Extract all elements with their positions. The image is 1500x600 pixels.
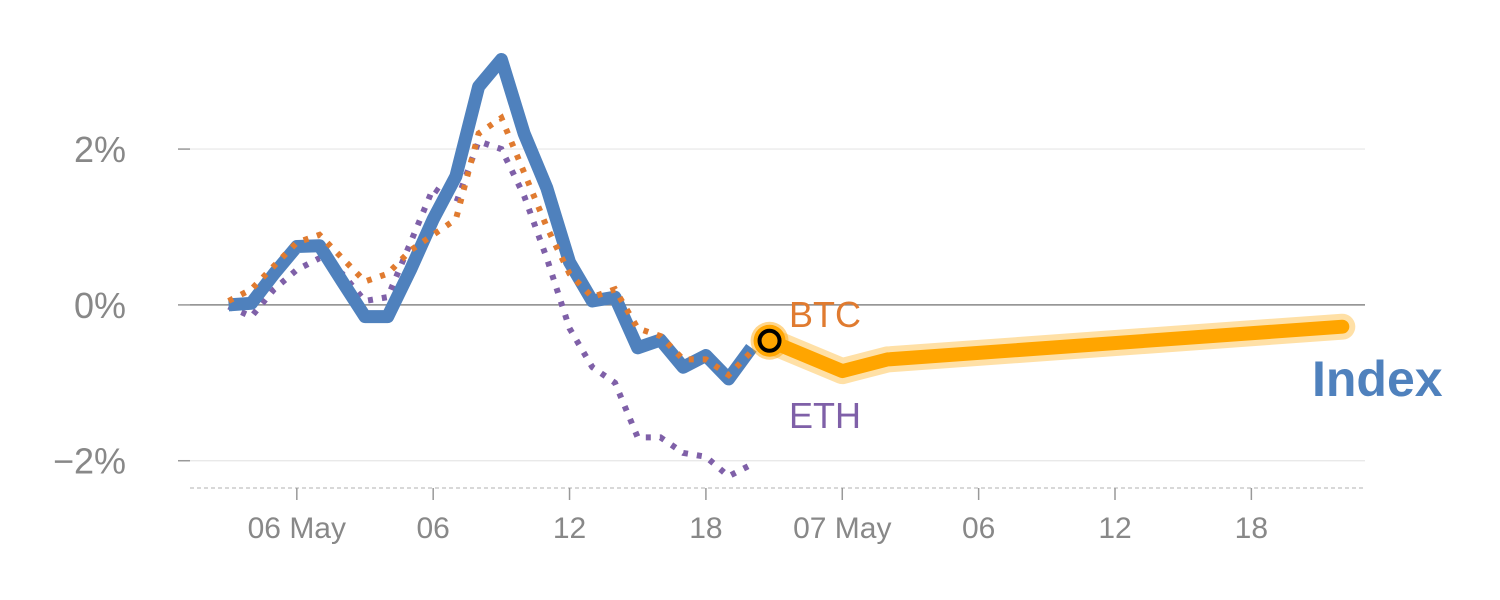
x-tick-label: 12 [1098,512,1131,545]
index-line [228,53,757,386]
x-tick-label: 06 May [248,512,346,545]
btc-line [227,113,754,379]
x-tick-label: 07 May [793,512,891,545]
gridlines [190,148,1365,462]
forecast-line [762,319,1350,379]
x-tick-label: 06 [962,512,995,545]
axes: −2% 0% 2% 06 May 06 12 18 07 May 06 12 18 [53,129,1365,545]
btc-label: BTC [789,294,861,335]
y-tick-label: −2% [53,441,126,482]
current-point-marker [757,328,782,353]
eth-label: ETH [789,395,861,436]
x-tick-label: 18 [689,512,722,545]
x-tick-label: 12 [553,512,586,545]
y-tick-label: 2% [74,129,126,170]
x-tick-label: 06 [416,512,449,545]
series-layer [227,53,1356,480]
index-label: Index [1312,351,1443,407]
x-tick-label: 18 [1235,512,1268,545]
marker-layer [750,321,789,360]
eth-line [227,137,753,480]
y-tick-label: 0% [74,285,126,326]
